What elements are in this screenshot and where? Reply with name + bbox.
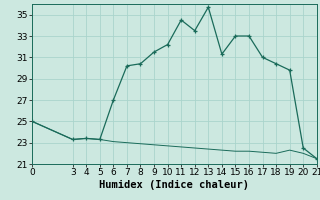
X-axis label: Humidex (Indice chaleur): Humidex (Indice chaleur) xyxy=(100,180,249,190)
